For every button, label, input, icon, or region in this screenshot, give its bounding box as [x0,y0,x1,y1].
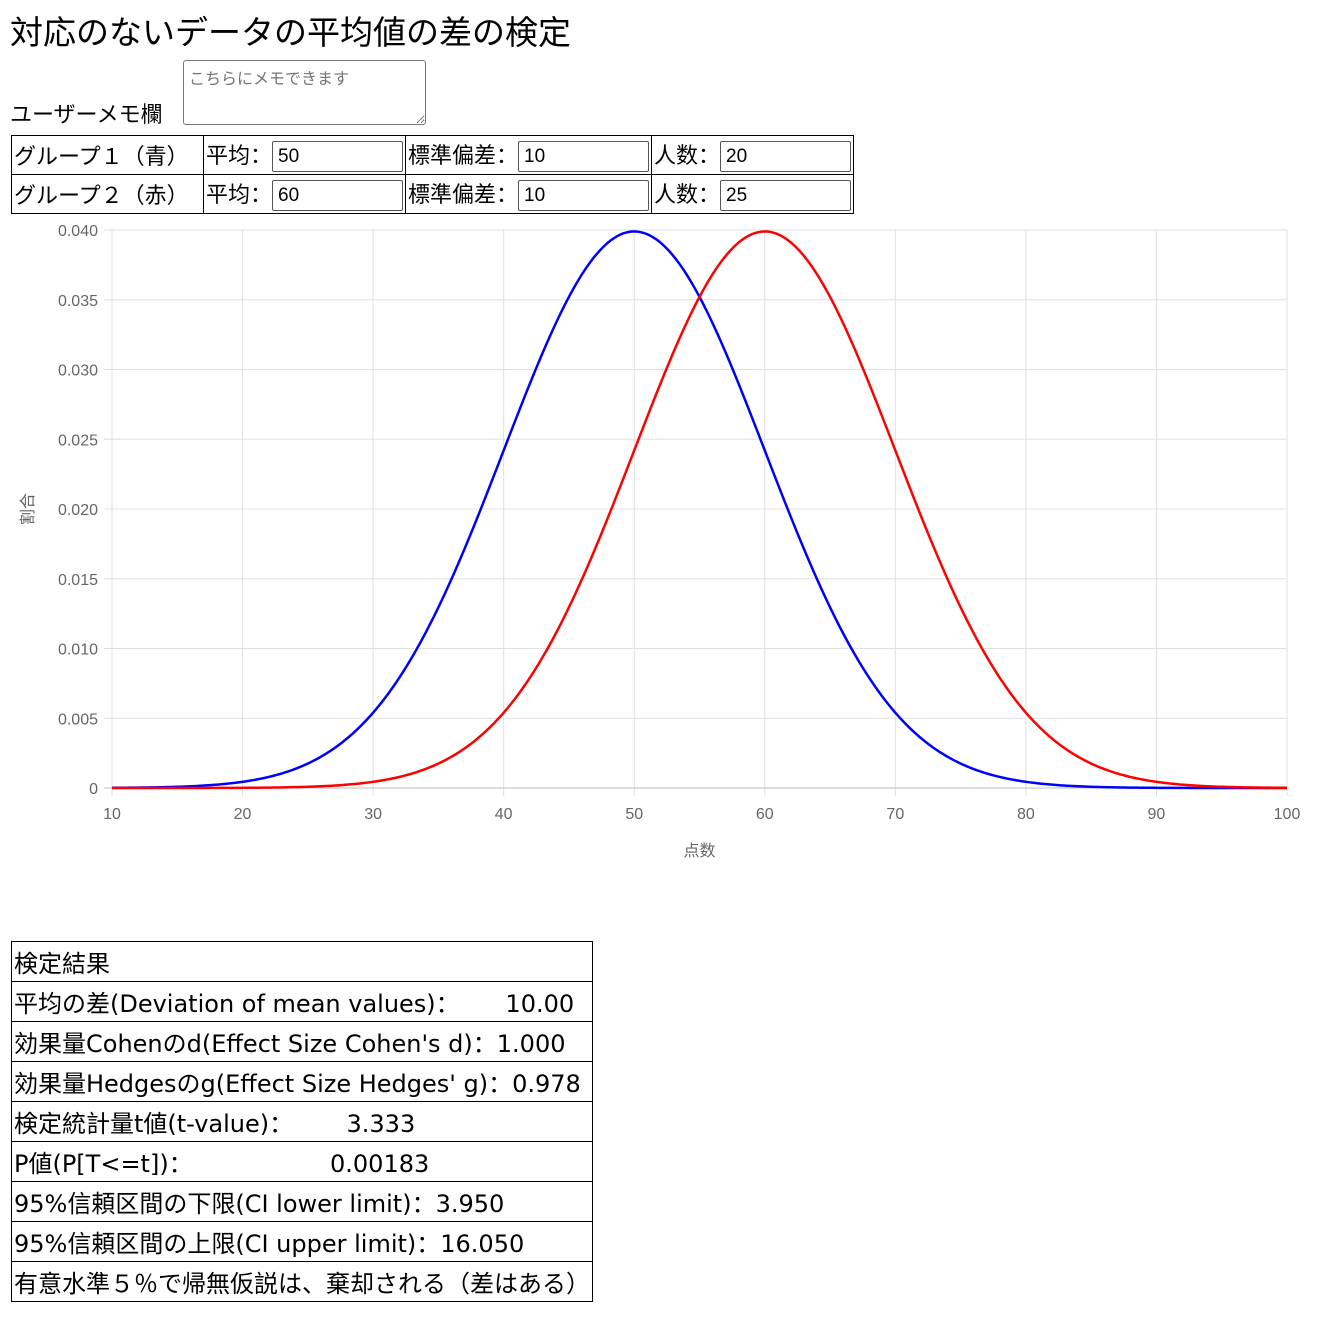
chart-curves [111,230,1288,790]
page-title: 対応のないデータの平均値の差の検定 [10,13,571,52]
mean-cell: 平均： [202,135,407,175]
x-axis-ticks: 10 20 30 40 50 60 70 80 90 100 [103,806,1300,823]
x-tick-label: 60 [756,806,774,823]
memo-input[interactable] [183,60,426,125]
y-tick-label: 0.015 [58,572,98,589]
n-cell: 人数： [651,174,855,214]
parameter-table: グループ１（青） 平均： 標準偏差： 人数： グループ２（赤） 平均： 標準偏差… [11,135,855,214]
n-label: 人数： [654,182,721,208]
y-tick-label: 0.030 [58,363,98,380]
results-table: 検定結果 平均の差(Deviation of mean values)： 10.0… [11,941,593,1302]
x-tick-label: 80 [1017,806,1035,823]
x-tick-label: 10 [103,806,121,823]
result-row: 効果量Cohenのd(Effect Size Cohen's d)：1.000 [11,1021,593,1062]
series-line-2 [112,230,1288,790]
group-row-1: グループ１（青） 平均： 標準偏差： 人数： [11,135,855,175]
result-row: 有意水準５％で帰無仮説は、棄却される（差はある） [11,1261,593,1302]
result-item: 95%信頼区間の上限(CI upper limit)：16.050 [11,1221,593,1262]
sd-input[interactable] [518,180,650,212]
mean-label: 平均： [206,143,273,169]
x-tick-label: 20 [234,806,252,823]
y-tick-label: 0.005 [58,711,98,728]
sd-label: 標準偏差： [408,143,519,169]
sd-input[interactable] [518,141,650,173]
n-label: 人数： [654,143,721,169]
y-tick-label: 0 [89,781,98,798]
x-axis-label: 点数 [683,842,715,860]
y-axis-label: 割合 [19,493,37,525]
result-item: 検定統計量t値(t-value)： 3.333 [11,1101,593,1142]
result-row: 95%信頼区間の下限(CI lower limit)：3.950 [11,1181,593,1222]
result-row: P値(P[T<=t])： 0.00183 [11,1141,593,1182]
n-cell: 人数： [651,135,855,175]
n-input[interactable] [720,141,852,173]
y-tick-label: 0.025 [58,432,98,449]
x-tick-label: 30 [364,806,382,823]
group-name: グループ１（青） [11,135,204,175]
result-item: P値(P[T<=t])： 0.00183 [11,1141,593,1182]
result-item: 効果量Hedgesのg(Effect Size Hedges' g)：0.978 [11,1061,593,1102]
y-axis-ticks: 0 0.005 0.010 0.015 0.020 0.025 0.030 0.035 0.04… [58,223,98,798]
x-tick-label: 40 [495,806,513,823]
result-item: 効果量Cohenのd(Effect Size Cohen's d)：1.000 [11,1021,593,1062]
y-tick-label: 0.010 [58,642,98,659]
distribution-chart: 0 0.005 0.010 0.015 0.020 0.025 0.030 0.035 0.04… [19,223,1300,860]
sd-cell: 標準偏差： [405,174,653,214]
chart-grid [104,229,1288,796]
result-row: 効果量Hedgesのg(Effect Size Hedges' g)：0.978 [11,1061,593,1102]
y-tick-label: 0.020 [58,502,98,519]
y-tick-label: 0.035 [58,293,98,310]
group-row-2: グループ２（赤） 平均： 標準偏差： 人数： [11,174,855,214]
series-line-1 [111,230,1287,790]
x-tick-label: 50 [625,806,643,823]
results-header: 検定結果 [11,941,593,982]
result-row: 95%信頼区間の上限(CI upper limit)：16.050 [11,1221,593,1262]
group-name: グループ２（赤） [11,174,204,214]
result-row: 平均の差(Deviation of mean values)： 10.00 [11,981,593,1022]
x-tick-label: 90 [1148,806,1166,823]
result-row: 検定統計量t値(t-value)： 3.333 [11,1101,593,1142]
x-tick-label: 70 [886,806,904,823]
results-header-row: 検定結果 [11,941,593,982]
mean-label: 平均： [206,182,273,208]
sd-label: 標準偏差： [408,182,519,208]
n-input[interactable] [720,180,852,212]
result-item: 平均の差(Deviation of mean values)： 10.00 [11,981,593,1022]
mean-input[interactable] [272,141,404,173]
x-tick-label: 100 [1274,806,1301,823]
mean-input[interactable] [272,180,404,212]
result-item: 95%信頼区間の下限(CI lower limit)：3.950 [11,1181,593,1222]
mean-cell: 平均： [202,174,407,214]
result-item: 有意水準５％で帰無仮説は、棄却される（差はある） [11,1261,593,1302]
memo-label: ユーザーメモ欄 [10,103,163,128]
y-tick-label: 0.040 [58,223,98,240]
sd-cell: 標準偏差： [405,135,653,175]
